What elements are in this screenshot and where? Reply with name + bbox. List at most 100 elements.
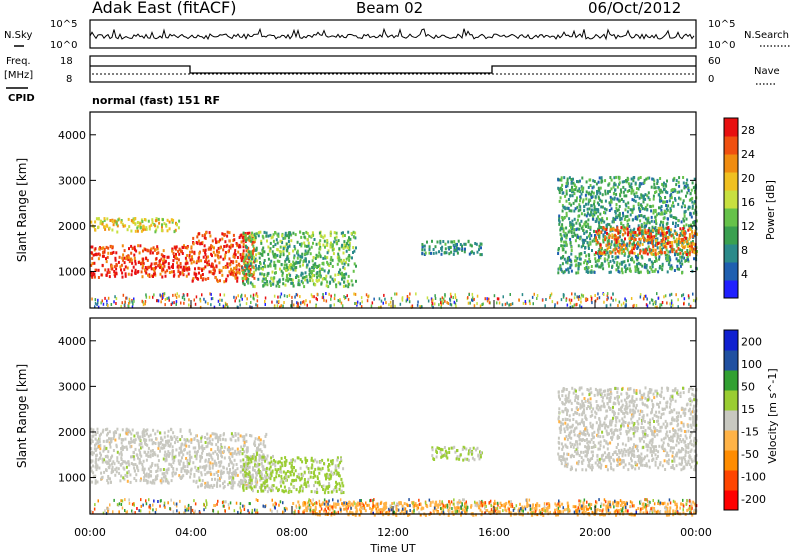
heatmap-cell: [189, 472, 192, 476]
heatmap-cell: [133, 457, 136, 461]
heatmap-cell: [129, 300, 131, 304]
heatmap-cell: [603, 259, 606, 263]
heatmap-cell: [106, 271, 109, 275]
heatmap-cell: [115, 297, 118, 301]
heatmap-cell: [308, 234, 311, 238]
heatmap-cell: [272, 276, 275, 280]
heatmap-cell: [154, 463, 157, 467]
heatmap-cell: [631, 242, 634, 246]
heatmap-cell: [644, 217, 647, 221]
heatmap-cell: [109, 442, 111, 446]
heatmap-cell: [541, 298, 544, 302]
heatmap-cell: [315, 242, 318, 246]
heatmap-cell: [652, 194, 655, 198]
heatmap-cell: [154, 273, 157, 277]
heatmap-cell: [116, 459, 119, 463]
heatmap-cell: [310, 234, 313, 238]
heatmap-cell: [181, 252, 184, 255]
heatmap-cell: [265, 277, 267, 281]
heatmap-cell: [349, 237, 352, 241]
heatmap-cell: [646, 238, 649, 242]
heatmap-cell: [687, 207, 690, 211]
heatmap-cell: [590, 296, 593, 300]
heatmap-cell: [188, 267, 191, 271]
heatmap-cell: [570, 245, 573, 249]
heatmap-cell: [104, 227, 107, 231]
heatmap-cell: [279, 305, 281, 309]
heatmap-cell: [147, 454, 150, 458]
heatmap-cell: [612, 298, 614, 302]
heatmap-cell: [157, 251, 160, 255]
heatmap-cell: [610, 198, 612, 202]
heatmap-cell: [225, 244, 228, 248]
heatmap-cell: [258, 436, 261, 440]
heatmap-cell: [562, 248, 565, 251]
heatmap-cell: [278, 300, 280, 303]
heatmap-cell: [573, 184, 576, 187]
heatmap-cell: [258, 458, 261, 462]
heatmap-cell: [193, 250, 196, 254]
heatmap-cell: [107, 481, 110, 485]
heatmap-cell: [227, 483, 230, 487]
heatmap-cell: [276, 300, 278, 304]
heatmap-cell: [444, 247, 447, 251]
heatmap-cell: [606, 251, 609, 255]
heatmap-cell: [217, 440, 219, 444]
heatmap-cell: [681, 262, 684, 266]
heatmap-cell: [116, 230, 119, 234]
heatmap-cell: [597, 215, 599, 219]
heatmap-cell: [669, 250, 672, 254]
heatmap-cell: [109, 445, 112, 449]
heatmap-cell: [177, 270, 180, 274]
heatmap-cell: [339, 282, 342, 286]
heatmap-cell: [208, 263, 211, 267]
heatmap-cell: [270, 456, 273, 460]
heatmap-cell: [574, 259, 576, 263]
heatmap-cell: [669, 258, 672, 262]
heatmap-cell: [265, 466, 268, 470]
heatmap-cell: [208, 466, 211, 470]
heatmap-cell: [560, 227, 563, 231]
heatmap-cell: [169, 442, 172, 446]
noise-sky-label: N.Sky: [4, 30, 32, 41]
heatmap-cell: [666, 179, 668, 183]
heatmap-cell: [287, 490, 290, 494]
heatmap-cell: [145, 227, 148, 231]
heatmap-cell: [598, 197, 601, 201]
heatmap-cell: [211, 438, 214, 442]
heatmap-cell: [166, 229, 169, 233]
heatmap-cell: [628, 231, 631, 235]
heatmap-cell: [337, 252, 340, 256]
heatmap-cell: [90, 273, 92, 277]
heatmap-cell: [333, 240, 336, 244]
heatmap-cell: [120, 453, 123, 457]
heatmap-cell: [591, 186, 594, 190]
heatmap-cell: [291, 295, 293, 299]
heatmap-cell: [232, 261, 235, 265]
heatmap-cell: [627, 233, 629, 237]
power-colorbar-label: Power [dB]: [764, 180, 777, 240]
heatmap-cell: [676, 253, 679, 256]
heatmap-cell: [182, 273, 185, 277]
heatmap-cell: [115, 445, 118, 449]
heatmap-cell: [674, 225, 677, 228]
heatmap-cell: [205, 258, 208, 262]
date-title: 06/Oct/2012: [588, 0, 681, 17]
heatmap-cell: [100, 273, 103, 277]
heatmap-cell: [596, 201, 599, 205]
heatmap-cell: [296, 293, 299, 297]
heatmap-cell: [346, 279, 349, 283]
heatmap-cell: [622, 250, 625, 253]
heatmap-cell: [143, 437, 146, 441]
heatmap-cell: [252, 466, 255, 470]
heatmap-cell: [600, 253, 602, 257]
heatmap-cell: [190, 441, 193, 444]
heatmap-cell: [299, 295, 301, 299]
heatmap-cell: [220, 475, 223, 479]
heatmap-cell: [427, 299, 430, 303]
heatmap-cell: [255, 464, 258, 468]
heatmap-cell: [94, 474, 97, 478]
heatmap-cell: [249, 475, 252, 479]
heatmap-cell: [566, 184, 569, 188]
heatmap-cell: [216, 484, 218, 488]
